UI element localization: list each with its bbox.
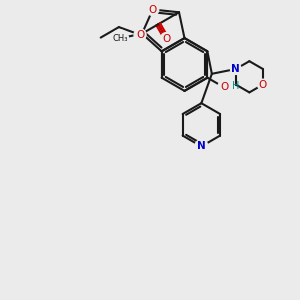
Text: H: H: [232, 81, 239, 91]
Circle shape: [257, 79, 268, 90]
Text: O: O: [259, 80, 267, 90]
Text: N: N: [232, 64, 240, 74]
Circle shape: [134, 29, 146, 41]
Circle shape: [218, 81, 231, 94]
Text: O: O: [136, 30, 144, 40]
Text: O: O: [148, 4, 157, 14]
Circle shape: [112, 30, 128, 47]
Text: CH₃: CH₃: [112, 34, 128, 43]
Text: N: N: [197, 141, 206, 152]
Circle shape: [147, 4, 159, 16]
Circle shape: [230, 64, 241, 74]
Text: O: O: [162, 34, 171, 44]
Circle shape: [160, 33, 172, 45]
Circle shape: [195, 140, 208, 153]
Text: O: O: [220, 82, 228, 92]
